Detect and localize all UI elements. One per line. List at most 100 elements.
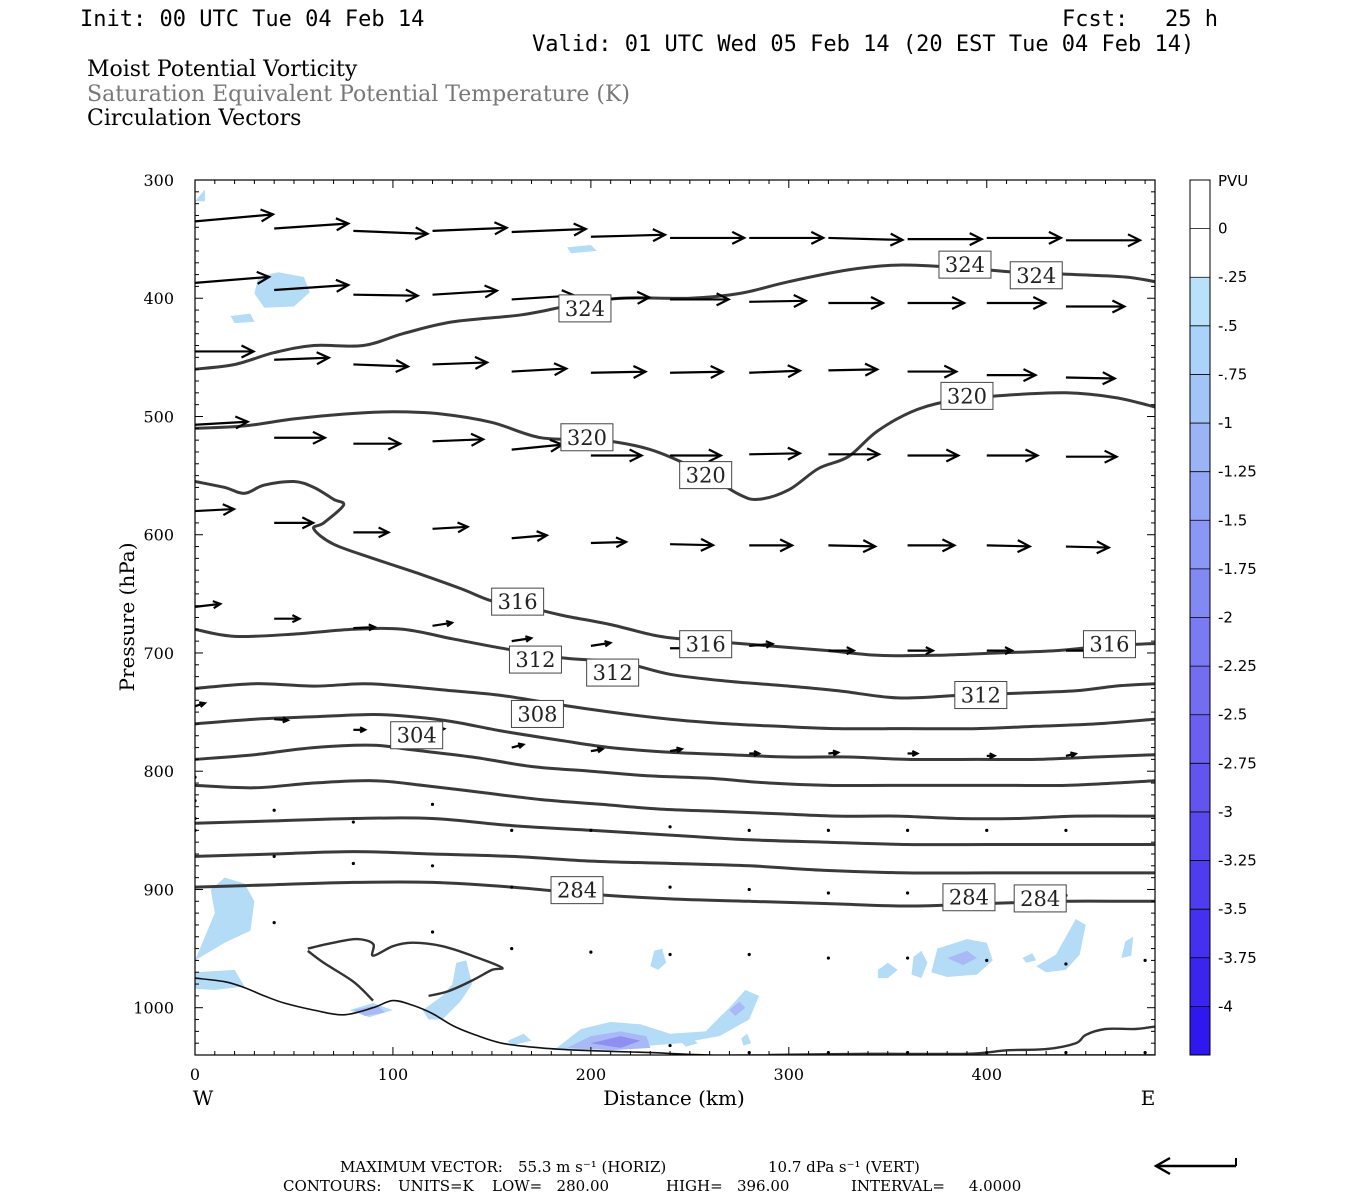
- vector-shaft: [511, 637, 532, 643]
- vector-head: [493, 221, 510, 236]
- vector-shaft: [432, 525, 468, 530]
- vector-head: [969, 232, 985, 247]
- mpv-region: [1036, 919, 1086, 973]
- contour-label-box: [1082, 630, 1136, 659]
- vector-calm-marker: [272, 920, 276, 925]
- vector-head: [414, 226, 430, 241]
- vector-shaft: [749, 299, 806, 303]
- x-axis-label: Distance (km): [603, 1086, 745, 1110]
- colorbar-swatch: [1190, 957, 1210, 1007]
- contour-label: 320: [567, 426, 607, 450]
- vector-head: [256, 270, 272, 285]
- colorbar-label: -.25: [1218, 268, 1247, 286]
- colorbar-swatch: [1190, 763, 1210, 813]
- reference-arrow-head: [1153, 1156, 1171, 1176]
- x-tick-label: 300: [774, 1065, 805, 1084]
- vector-head: [889, 232, 905, 247]
- theta-es-contour-296: [195, 779, 1155, 821]
- vector-shaft: [195, 602, 221, 608]
- vector-head: [731, 230, 747, 245]
- vector-calm-marker: [985, 828, 989, 832]
- vector-head: [1111, 299, 1127, 314]
- contour-label: 284: [1020, 887, 1060, 911]
- field-title-theta-es: Saturation Equivalent Potential Temperat…: [87, 82, 630, 107]
- colorbar-label: -2.5: [1218, 706, 1247, 724]
- vector-head: [335, 217, 351, 232]
- vector-shaft: [274, 283, 349, 292]
- theta-es-contour-300: [195, 743, 1155, 788]
- theta-es-contour-316: [195, 479, 1155, 658]
- vector-calm-marker: [826, 891, 831, 895]
- vector-head: [989, 752, 998, 760]
- colorbar-label: -4: [1218, 997, 1233, 1015]
- vector-head: [378, 526, 391, 539]
- vector-shaft: [828, 236, 903, 242]
- x-tick-label: 200: [576, 1065, 607, 1084]
- vector-shaft: [1065, 545, 1109, 549]
- mpv-shading: [195, 189, 1134, 1051]
- vector-head: [553, 362, 569, 377]
- y-tick-label: 300: [143, 171, 174, 190]
- contour-label-box: [550, 876, 604, 905]
- vector-head: [629, 448, 645, 463]
- vector-head: [316, 351, 332, 366]
- vector-shaft: [432, 226, 507, 232]
- contour-label-box: [560, 423, 614, 452]
- vector-shaft: [670, 370, 723, 374]
- colorbar-swatch: [1190, 860, 1210, 910]
- vector-head: [536, 530, 550, 542]
- vector-head: [199, 701, 208, 708]
- colorbar-swatch: [1190, 228, 1210, 278]
- vector-head: [604, 639, 613, 648]
- contour-label: 284: [557, 879, 597, 903]
- contour-label-box: [1013, 884, 1067, 913]
- vector-head: [241, 344, 256, 359]
- vector-head: [335, 278, 351, 293]
- vector-head: [1023, 368, 1038, 383]
- plot-frame: [194, 179, 1156, 1056]
- vector-calm-marker: [668, 952, 672, 957]
- vector-head: [862, 539, 878, 554]
- vector-head: [212, 600, 223, 610]
- vector-calm-marker: [826, 956, 831, 960]
- vector-calm-marker: [747, 952, 751, 957]
- vector-calm-marker: [905, 956, 910, 960]
- vector-head: [1032, 296, 1048, 310]
- vector-head: [1070, 751, 1079, 759]
- x-tick-label: 100: [378, 1065, 409, 1084]
- forecast-label: Fcst:: [1062, 7, 1128, 32]
- vector-head: [615, 536, 629, 549]
- mpv-region: [195, 969, 245, 990]
- colorbar-title: PVU: [1218, 172, 1248, 190]
- mpv-region: [741, 1033, 752, 1046]
- vector-calm-marker: [272, 854, 276, 858]
- y-tick-label: 400: [143, 289, 174, 308]
- vector-head: [943, 364, 959, 379]
- vector-head: [1104, 449, 1120, 464]
- contour-label: 316: [1089, 633, 1129, 657]
- vector-head: [368, 623, 378, 632]
- theta-es-contours: [195, 263, 1155, 908]
- vector-head: [779, 538, 795, 553]
- mpv-region: [567, 245, 597, 254]
- vector-shaft: [749, 642, 773, 647]
- vector-head: [870, 296, 886, 310]
- vector-shaft: [828, 544, 876, 548]
- colorbar-label: -.75: [1218, 365, 1247, 383]
- vector-head: [810, 230, 826, 245]
- terrain-and-extra-contours: [195, 937, 1155, 1055]
- vector-calm-marker: [510, 885, 514, 889]
- forecast-hour: 25 h: [1165, 7, 1218, 32]
- vector-shaft: [274, 222, 349, 230]
- loop-contour: [768, 1025, 1155, 1055]
- vector-head: [676, 746, 685, 754]
- mpv-region: [195, 189, 205, 202]
- theta-es-contour-304: [195, 712, 1155, 762]
- mpv-region: [679, 1036, 698, 1047]
- vector-shaft: [511, 534, 547, 540]
- vector-shaft: [274, 356, 329, 361]
- vector-head: [260, 208, 276, 223]
- contour-label: 324: [1016, 264, 1056, 288]
- circulation-vectors: [195, 208, 1147, 1055]
- contour-label: 312: [961, 684, 1001, 708]
